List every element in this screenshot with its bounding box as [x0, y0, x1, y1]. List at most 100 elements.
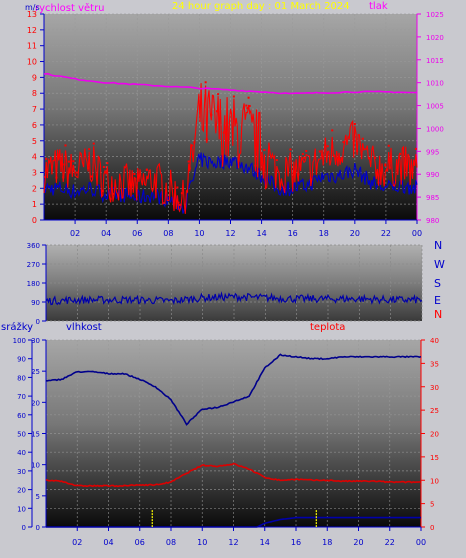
wind-y-tick-label: 12 [27, 26, 37, 35]
wind-pressure-panel: 0123456789101112139809859909951000100510… [25, 1, 444, 238]
pressure-y-tick-label: 1015 [426, 57, 444, 65]
average-wind-line [43, 152, 418, 214]
direction-y-tick-label: 0 [36, 318, 40, 326]
wind-gust-dot [215, 110, 218, 113]
wind-gust-dot [204, 81, 207, 84]
compass-label-n-bottom: N [434, 308, 442, 321]
pressure-y-tick-label: 1010 [426, 80, 444, 88]
humidity-x-tick-label: 06 [135, 538, 145, 547]
wind-gust-dot [361, 137, 364, 140]
wind-gust-dot [111, 192, 114, 195]
wind-gust-dot [377, 181, 380, 184]
humidity-x-tick-label: 14 [260, 538, 270, 547]
wind-x-tick-label: 04 [101, 229, 111, 238]
wind-gust-dot [75, 171, 78, 174]
humidity-x-tick-label: 08 [166, 538, 176, 547]
wind-gust-dot [256, 170, 259, 173]
wind-gust-dot [342, 141, 345, 144]
chart-title: 24 hour graph day : 01 March 2024 [172, 1, 350, 12]
humidity-axis-title: vlhkost [66, 322, 102, 333]
temperature-y-tick-label: 25 [430, 407, 439, 415]
wind-y-tick-label: 1 [32, 200, 37, 209]
compass-labels: N W S E N [434, 239, 445, 321]
temperature-y-tick-label: 0 [430, 524, 434, 532]
direction-grid [46, 244, 423, 322]
temperature-line [45, 462, 422, 488]
wind-gust-dot [205, 139, 208, 142]
wind-gust-dot [205, 138, 208, 141]
humidity-y-tick-label: 10 [31, 462, 40, 470]
wind-gust-dot [375, 171, 378, 174]
rain-y-tick-label: 10 [17, 505, 26, 513]
pressure-y-tick-label: 1000 [426, 125, 444, 133]
pressure-y-tick-label: 1005 [426, 103, 444, 111]
wind-x-tick-label: 10 [194, 229, 204, 238]
wind-gust-dot [145, 168, 148, 171]
wind-gust-dot [414, 147, 417, 150]
wind-gust-dot [297, 173, 300, 176]
wind-gust-dot [63, 163, 66, 166]
wind-gust-dot [254, 164, 257, 167]
compass-label-n-top: N [434, 239, 442, 252]
wind-gust-dot [263, 149, 266, 152]
wind-unit-label: m/s [25, 3, 40, 12]
wind-y-tick-label: 9 [32, 73, 37, 82]
compass-label-w: W [434, 258, 445, 271]
rain-line [46, 516, 421, 528]
wind-x-tick-label: 08 [163, 229, 173, 238]
humidity-x-tick-label: 16 [291, 538, 301, 547]
humidity-x-tick-label: 00 [416, 538, 426, 547]
wind-gust-dot [90, 175, 93, 178]
rain-y-tick-label: 50 [17, 431, 26, 439]
wind-gust-dot [384, 163, 387, 166]
pressure-y-tick-label: 1020 [426, 34, 444, 42]
wind-y-tick-label: 0 [32, 216, 37, 225]
humidity-x-tick-label: 04 [103, 538, 113, 547]
wind-gust-dot [210, 114, 213, 117]
wind-gust-dot [326, 145, 329, 148]
wind-gust-dot [102, 166, 105, 169]
humidity-x-tick-label: 22 [385, 538, 395, 547]
wind-gust-dot [245, 104, 248, 107]
rain-axis-title: srážky [1, 321, 33, 333]
rain-y-tick-label: 20 [17, 487, 26, 495]
wind-gust-dot [388, 166, 391, 169]
pressure-axis-title: tlak [369, 1, 388, 12]
compass-label-s: S [434, 277, 441, 290]
humidity-y-tick-label: 25 [31, 368, 40, 376]
wind-gust-dot [384, 164, 387, 167]
wind-gust-dot [109, 197, 112, 200]
temperature-y-tick-label: 20 [430, 431, 439, 439]
wind-x-tick-label: 00 [412, 229, 422, 238]
wind-gust-dot [356, 149, 359, 152]
wind-y-tick-label: 5 [32, 137, 37, 146]
wind-axis-title: rychlost větru [35, 2, 105, 14]
wind-gust-dot [247, 96, 250, 99]
humidity-y-tick-label: 5 [36, 493, 40, 501]
pressure-y-tick-label: 980 [426, 217, 439, 225]
wind-y-tick-label: 3 [32, 168, 37, 177]
temperature-y-tick-label: 15 [430, 454, 439, 462]
wind-x-tick-label: 12 [225, 229, 235, 238]
wind-y-tick-label: 13 [27, 10, 37, 19]
temperature-y-tick-label: 35 [430, 360, 439, 368]
pressure-line [43, 72, 418, 95]
wind-gust-dot [193, 141, 196, 144]
wind-gust-dot [302, 156, 305, 159]
wind-series [43, 72, 418, 214]
wind-gust-dot [301, 152, 304, 155]
humidity-x-tick-label: 20 [353, 538, 363, 547]
rain-y-tick-label: 80 [17, 374, 26, 382]
wind-x-tick-label: 02 [70, 229, 80, 238]
humidity-series [45, 353, 422, 528]
humidity-x-tick-label: 10 [197, 538, 207, 547]
wind-y-tick-label: 10 [27, 58, 37, 67]
wind-gust-dot [106, 162, 109, 165]
pressure-y-tick-label: 1025 [426, 11, 444, 19]
wind-gust-dot [88, 148, 91, 151]
wind-gust-dot [188, 167, 191, 170]
temperature-y-tick-label: 5 [430, 501, 434, 509]
wind-x-tick-label: 18 [319, 229, 329, 238]
rain-y-tick-label: 70 [17, 393, 26, 401]
